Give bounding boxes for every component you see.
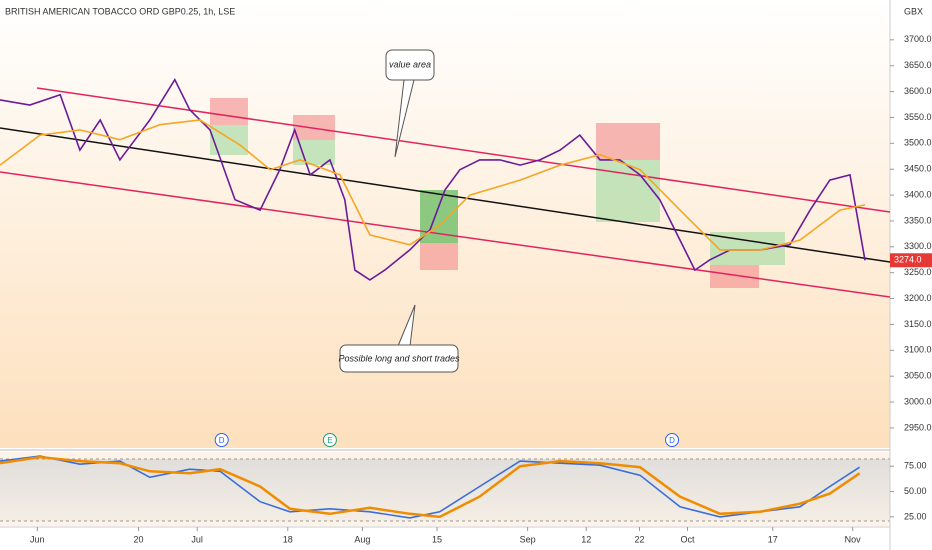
y-tick-label: 50.00 [904, 486, 927, 496]
series-line [0, 78, 866, 281]
y-tick-label: 3050.0 [904, 371, 932, 381]
event-marker [665, 433, 680, 447]
event-label: D [669, 436, 675, 445]
chart-title: BRITISH AMERICAN TOBACCO ORD GBP0.25, 1h… [5, 6, 235, 16]
stop-box [420, 243, 458, 270]
x-tick-label: 22 [635, 534, 645, 544]
y-tick-label: 3200.0 [904, 293, 932, 303]
callout-pointer [394, 79, 415, 158]
y-tick-label: 3550.0 [904, 112, 932, 122]
x-tick-label: 12 [581, 534, 591, 544]
stop-box [596, 123, 660, 160]
x-tick-label: 15 [432, 534, 442, 544]
x-tick-label: Jun [30, 534, 45, 544]
annotation: Possible long and short trades [338, 353, 460, 363]
y-tick-label: 3450.0 [904, 164, 932, 174]
plot [0, 78, 866, 281]
x-tick-label: 20 [134, 534, 144, 544]
x-tick-label: Jul [191, 534, 203, 544]
event-marker [322, 433, 337, 447]
event-label: E [327, 436, 332, 445]
channel-lower [0, 171, 890, 298]
stop-box [210, 98, 248, 125]
y-tick-label: 2950.0 [904, 422, 932, 432]
series-line [0, 119, 866, 251]
annotation: value area [389, 59, 431, 69]
x-tick-label: Sep [520, 534, 536, 544]
callout [385, 49, 435, 81]
y-tick-label: 3100.0 [904, 345, 932, 355]
plot [0, 455, 861, 519]
event-label: D [219, 436, 225, 445]
x-tick-label: Aug [354, 534, 370, 544]
channel-upper [36, 87, 890, 213]
x-tick-label: Oct [680, 534, 695, 544]
callout-pointer [397, 304, 416, 347]
oscillator-band [0, 459, 890, 521]
event-marker [214, 433, 229, 447]
price-tag-label: 3274.0 [894, 255, 922, 265]
y-tick-label: 3300.0 [904, 241, 932, 251]
y-tick-label: 3600.0 [904, 86, 932, 96]
x-tick-label: Nov [845, 534, 862, 544]
stop-box [710, 265, 759, 288]
x-tick-label: 18 [283, 534, 293, 544]
y-tick-label: 75.00 [904, 461, 927, 471]
price-tag [890, 253, 932, 268]
y-tick-label: 3650.0 [904, 60, 932, 70]
y-tick-label: 3400.0 [904, 189, 932, 199]
y-tick-label: 3500.0 [904, 138, 932, 148]
y-tick-label: 3150.0 [904, 319, 932, 329]
y-tick-label: 3350.0 [904, 215, 932, 225]
x-tick-label: 17 [768, 534, 778, 544]
y-tick-label: 3250.0 [904, 267, 932, 277]
target-box [596, 160, 660, 222]
y-tick-label: 3700.0 [904, 34, 932, 44]
channel-mid [0, 127, 890, 263]
callout [339, 344, 459, 373]
y-axis-label: GBX [904, 6, 923, 16]
stop-box [293, 115, 335, 140]
y-tick-label: 3000.0 [904, 396, 932, 406]
series-line [0, 455, 861, 519]
y-tick-label: 25.00 [904, 511, 927, 521]
